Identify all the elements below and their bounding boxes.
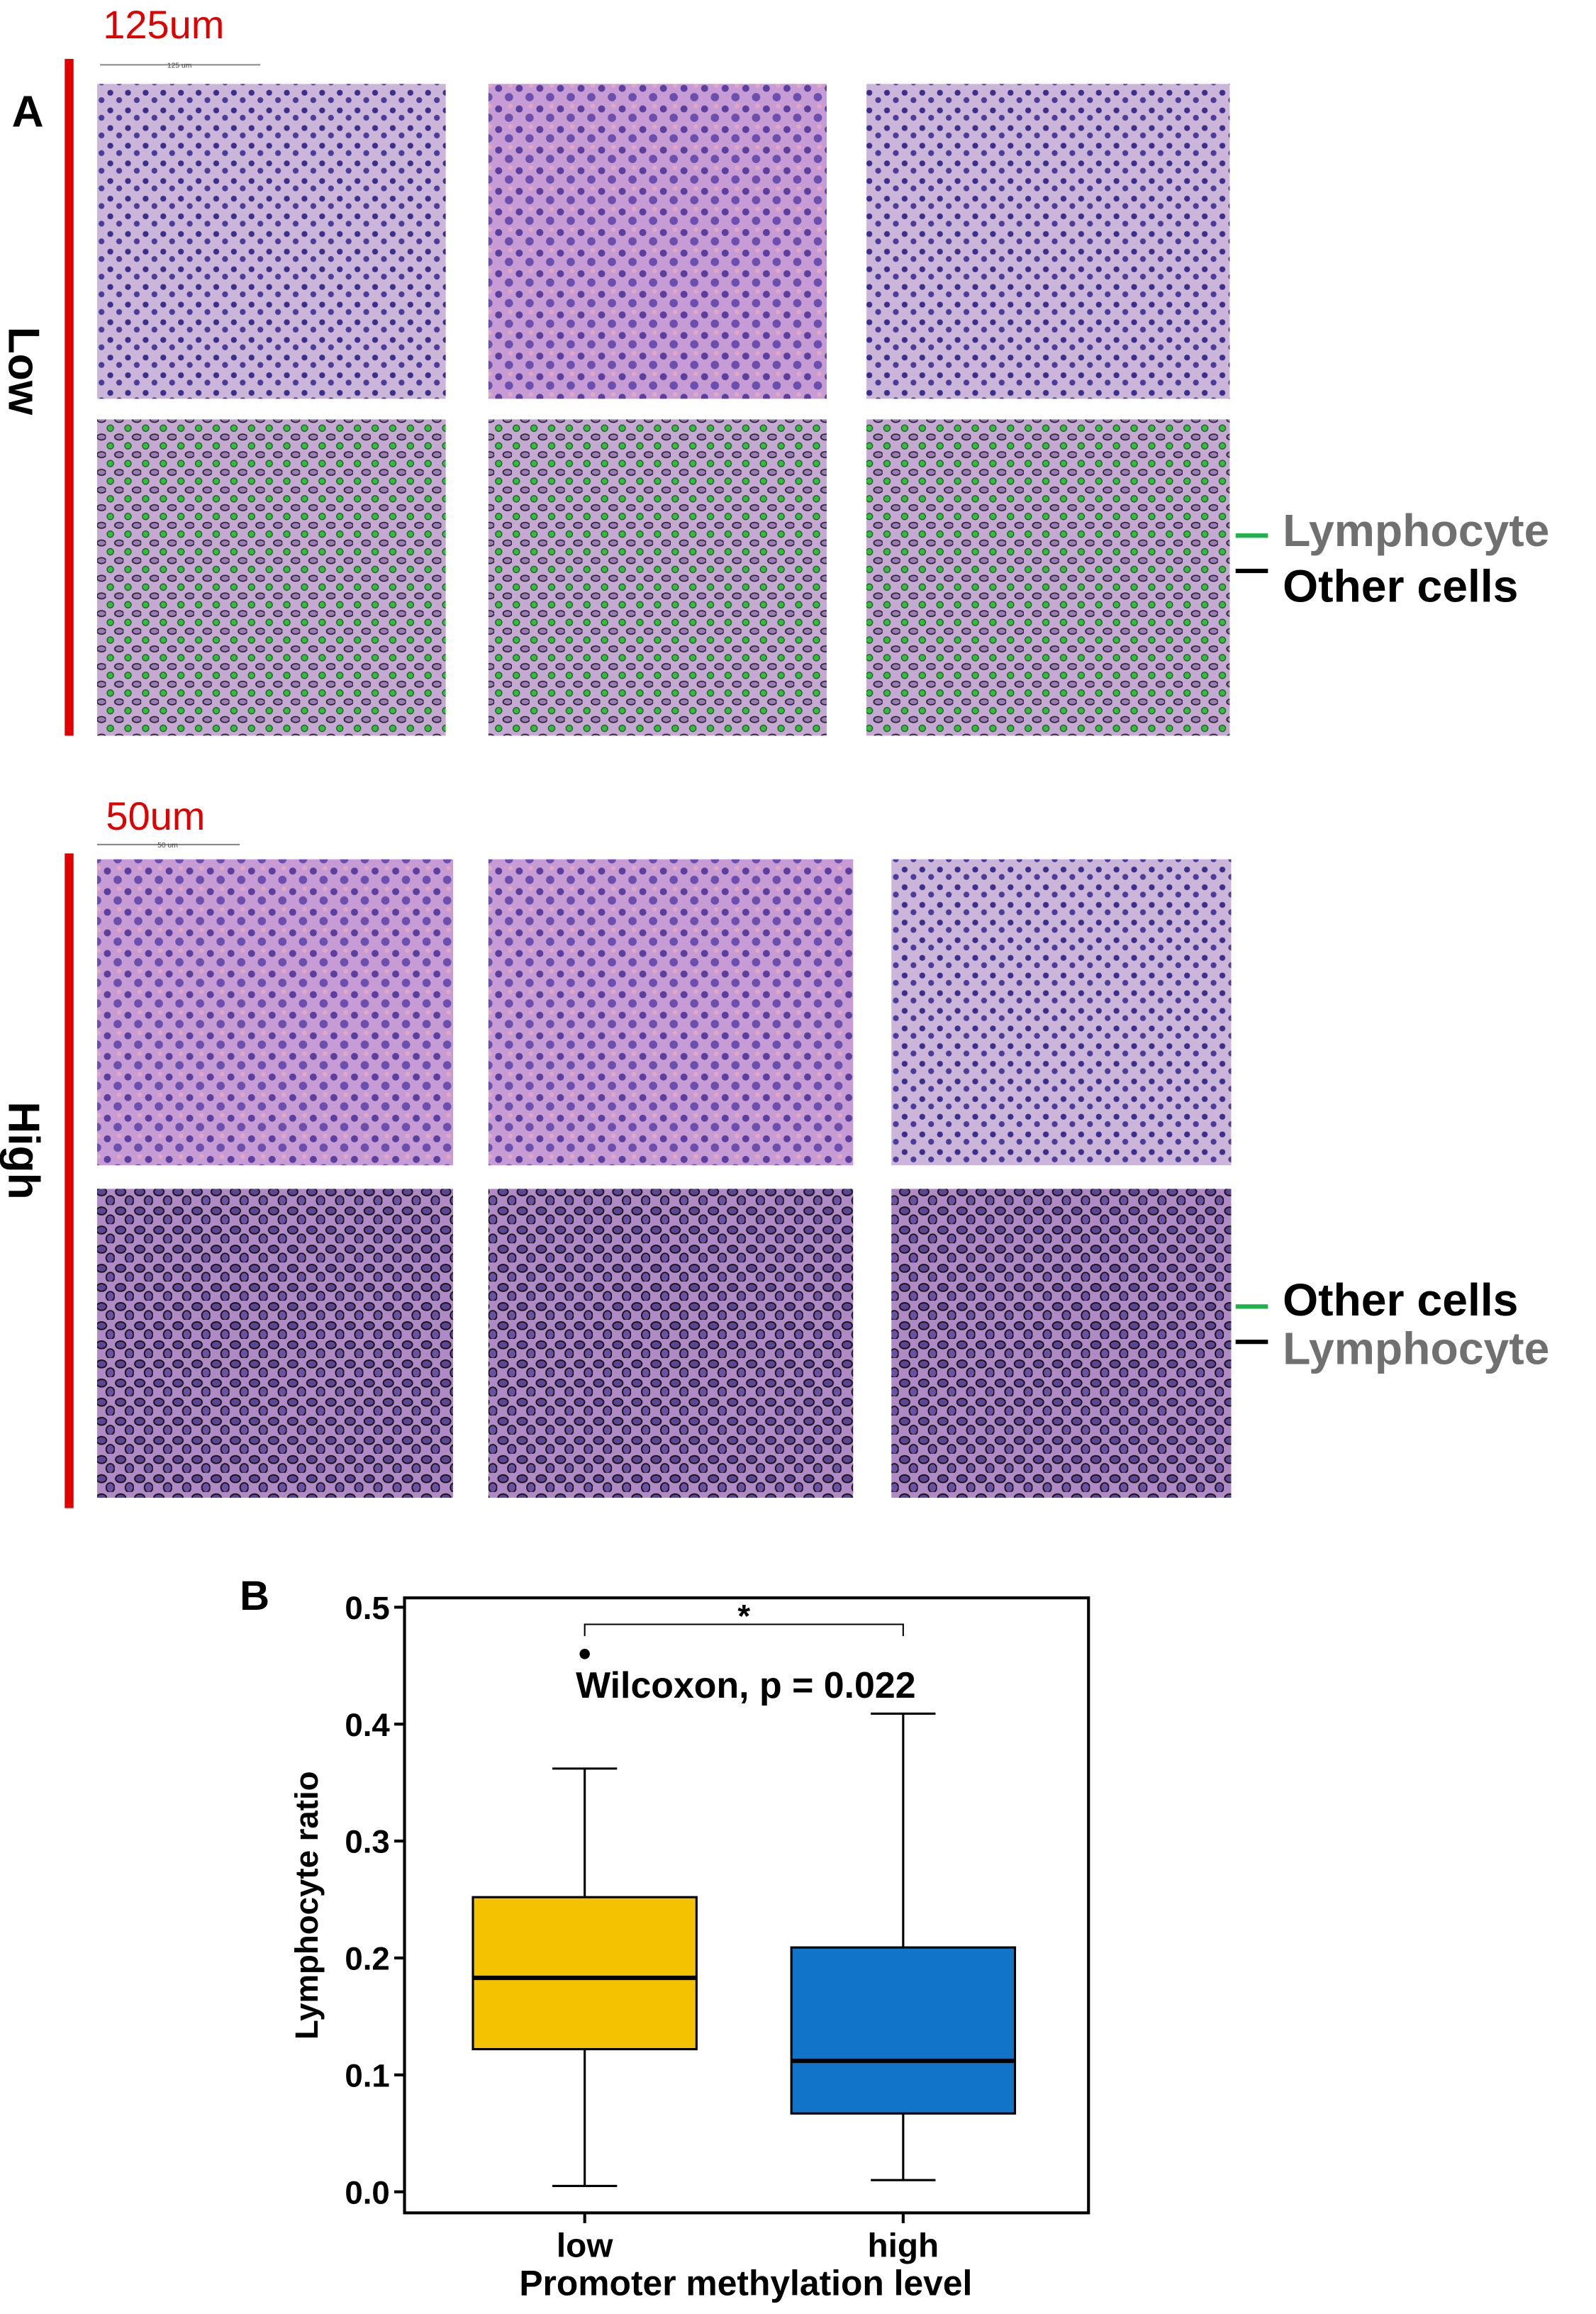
scale-label: 50um (106, 794, 205, 838)
y-tick-label: 0.0 (345, 2174, 389, 2210)
y-tick-label: 0.4 (345, 1707, 390, 1743)
histology-image (488, 84, 827, 399)
histology-image (96, 859, 453, 1166)
segmentation-image (891, 1189, 1232, 1498)
scale-bar-text: 50 um (157, 842, 178, 850)
y-tick-label: 0.5 (345, 1590, 389, 1626)
x-axis-title: Promoter methylation level (519, 2264, 972, 2303)
outlier (579, 1649, 590, 1659)
scale-bar-text: 125 um (167, 62, 192, 70)
annotation: Wilcoxon, p = 0.022 (576, 1664, 915, 1706)
legend-label: Lymphocyte (1283, 1323, 1549, 1374)
scale-label: 125um (103, 2, 224, 47)
group-bar (65, 59, 74, 736)
y-tick-label: 0.3 (345, 1824, 389, 1860)
histology-image (866, 84, 1230, 399)
segmentation-image (488, 1189, 854, 1498)
panel-label: A (12, 88, 44, 137)
histology-image (488, 859, 854, 1166)
plot-frame (403, 1596, 1090, 2215)
y-tick-label: 0.2 (345, 1941, 389, 1977)
panel-label: B (240, 1573, 269, 1619)
y-tick-label: 0.1 (345, 2057, 389, 2093)
significance-label: * (737, 1598, 750, 1635)
box (790, 1946, 1017, 2115)
histology-image (891, 859, 1232, 1166)
row-label: High (0, 1101, 48, 1199)
significance-bracket (584, 1623, 904, 1637)
group-bar (65, 853, 74, 1508)
legend-label: Lymphocyte (1283, 505, 1549, 556)
legend-label: Other cells (1283, 561, 1518, 612)
x-tick-label: low (557, 2227, 613, 2265)
row-label: Low (0, 327, 48, 416)
box (471, 1896, 698, 2051)
y-axis-title: Lymphocyte ratio (289, 1771, 325, 2040)
x-tick-label: high (868, 2227, 939, 2265)
segmentation-image (488, 419, 827, 736)
histology-image (96, 84, 446, 399)
segmentation-image (96, 419, 446, 736)
segmentation-image (96, 1189, 453, 1498)
segmentation-image (866, 419, 1230, 736)
legend-label: Other cells (1283, 1274, 1518, 1325)
